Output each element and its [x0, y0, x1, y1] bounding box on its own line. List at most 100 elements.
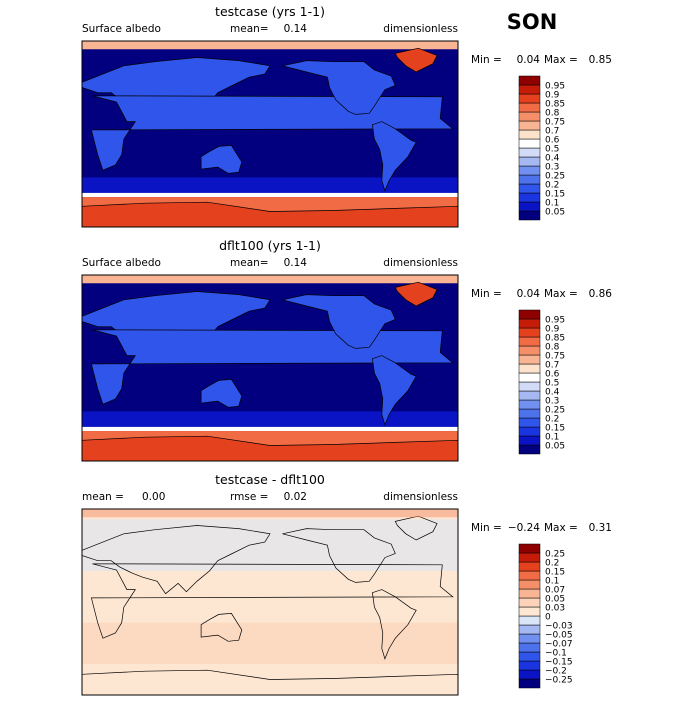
min-value: 0.04 — [517, 288, 541, 300]
colorbar-swatch — [518, 183, 541, 194]
map-band — [82, 509, 458, 518]
colorbar-swatch — [518, 561, 541, 572]
min-value: −0.24 — [508, 522, 540, 534]
colorbar-swatch — [518, 120, 541, 131]
colorbar-label: −0.03 — [545, 622, 573, 632]
colorbar-swatch — [518, 597, 541, 608]
colorbar-swatch — [518, 606, 541, 617]
colorbar-label: 0.05 — [545, 595, 565, 605]
colorbar-swatch — [518, 111, 541, 122]
colorbar-label: 0.8 — [545, 109, 560, 119]
map-band — [82, 41, 458, 50]
min-label: Min = — [471, 522, 502, 534]
max-value: 0.86 — [589, 288, 613, 300]
colorbar-label: 0.15 — [545, 424, 565, 434]
colorbar-swatch — [518, 417, 541, 428]
min-label: Min = — [471, 288, 502, 300]
min-label: Min = — [471, 54, 502, 66]
colorbar-swatch — [518, 156, 541, 167]
colorbar-swatch — [518, 579, 541, 590]
panel-units: dimensionless — [383, 257, 458, 269]
colorbar-label: 0.85 — [545, 100, 565, 110]
panel-units: dimensionless — [383, 491, 458, 503]
colorbar-label: 0.03 — [545, 604, 565, 614]
map-frame — [81, 40, 459, 228]
panel-2: dflt100 (yrs 1-1) Surface albedo mean= 0.14… — [81, 238, 613, 462]
colorbar-label: 0.4 — [545, 154, 560, 164]
colorbar-swatch — [518, 201, 541, 212]
max-label: Max = — [544, 522, 578, 534]
colorbar-swatch — [518, 399, 541, 410]
max-value: 0.85 — [589, 54, 612, 66]
colorbar-swatch — [518, 543, 541, 554]
colorbar-swatch — [518, 435, 541, 446]
panel-left-label: Surface albedo — [82, 23, 161, 35]
colorbar-label: 0.1 — [545, 199, 559, 209]
colorbar-label: −0.1 — [545, 649, 567, 659]
colorbar-swatch — [518, 138, 541, 149]
map-landmass — [282, 60, 396, 115]
colorbar-swatch — [518, 570, 541, 581]
colorbar-label: 0.2 — [545, 181, 559, 191]
colorbar-swatch — [518, 372, 541, 383]
map-band — [82, 622, 458, 664]
colorbar-swatch — [518, 678, 541, 689]
map-band — [82, 192, 458, 198]
colorbar-label: −0.15 — [545, 658, 573, 668]
colorbar-swatch — [518, 588, 541, 599]
colorbar-label: 0.75 — [545, 118, 565, 128]
colorbar-label: 0.85 — [545, 334, 565, 344]
panels: testcase (yrs 1-1) Surface albedo mean= 0.1… — [81, 4, 613, 696]
colorbar-swatch — [518, 381, 541, 392]
colorbar-swatch — [518, 147, 541, 158]
colorbar-label: 0.95 — [545, 82, 565, 92]
map-band — [82, 411, 458, 427]
colorbar-label: −0.25 — [545, 676, 573, 686]
map-frame — [81, 274, 459, 462]
colorbar-label: 0.25 — [545, 172, 565, 182]
map-landmass — [81, 525, 271, 595]
colorbar-swatch — [518, 318, 541, 329]
map-landmass — [200, 379, 243, 408]
colorbar-label: 0.1 — [545, 577, 559, 587]
colorbar-label: 0.2 — [545, 559, 559, 569]
colorbar-swatch — [518, 642, 541, 653]
panel-stat-value: 0.14 — [284, 23, 308, 35]
colorbar-swatch — [518, 174, 541, 185]
colorbar-swatch — [518, 93, 541, 104]
colorbar-label: 0 — [545, 613, 551, 623]
colorbar-label: 0.9 — [545, 91, 560, 101]
map-landmass — [200, 145, 243, 174]
colorbar-swatch — [518, 102, 541, 113]
colorbar-swatch — [518, 390, 541, 401]
colorbar-label: 0.7 — [545, 127, 559, 137]
colorbar-swatch — [518, 651, 541, 662]
colorbar-swatch — [518, 345, 541, 356]
min-value: 0.04 — [517, 54, 541, 66]
colorbar-label: 0.6 — [545, 370, 560, 380]
season-label: SON — [507, 10, 558, 34]
panel-stat-label: mean= — [230, 23, 269, 35]
panel-title: testcase - dflt100 — [215, 472, 325, 487]
colorbar-swatch — [518, 624, 541, 635]
max-value: 0.31 — [589, 522, 612, 534]
colorbar-label: 0.2 — [545, 415, 559, 425]
colorbar-swatch — [518, 129, 541, 140]
colorbar-label: −0.07 — [545, 640, 573, 650]
colorbar-label: −0.05 — [545, 631, 573, 641]
colorbar-swatch — [518, 552, 541, 563]
colorbar-swatch — [518, 354, 541, 365]
colorbar-label: 0.15 — [545, 568, 565, 578]
map-landmass — [282, 528, 396, 583]
colorbar-label: 0.4 — [545, 388, 560, 398]
colorbar-swatch — [518, 165, 541, 176]
max-label: Max = — [544, 54, 578, 66]
map-landmass — [394, 47, 438, 73]
map-landmass — [200, 613, 243, 642]
panel-3: testcase - dflt100 mean = 0.00 rmse = 0.02 di… — [81, 472, 612, 696]
colorbar-label: 0.5 — [545, 145, 559, 155]
colorbar-swatch — [518, 408, 541, 419]
colorbar-label: 0.1 — [545, 433, 559, 443]
